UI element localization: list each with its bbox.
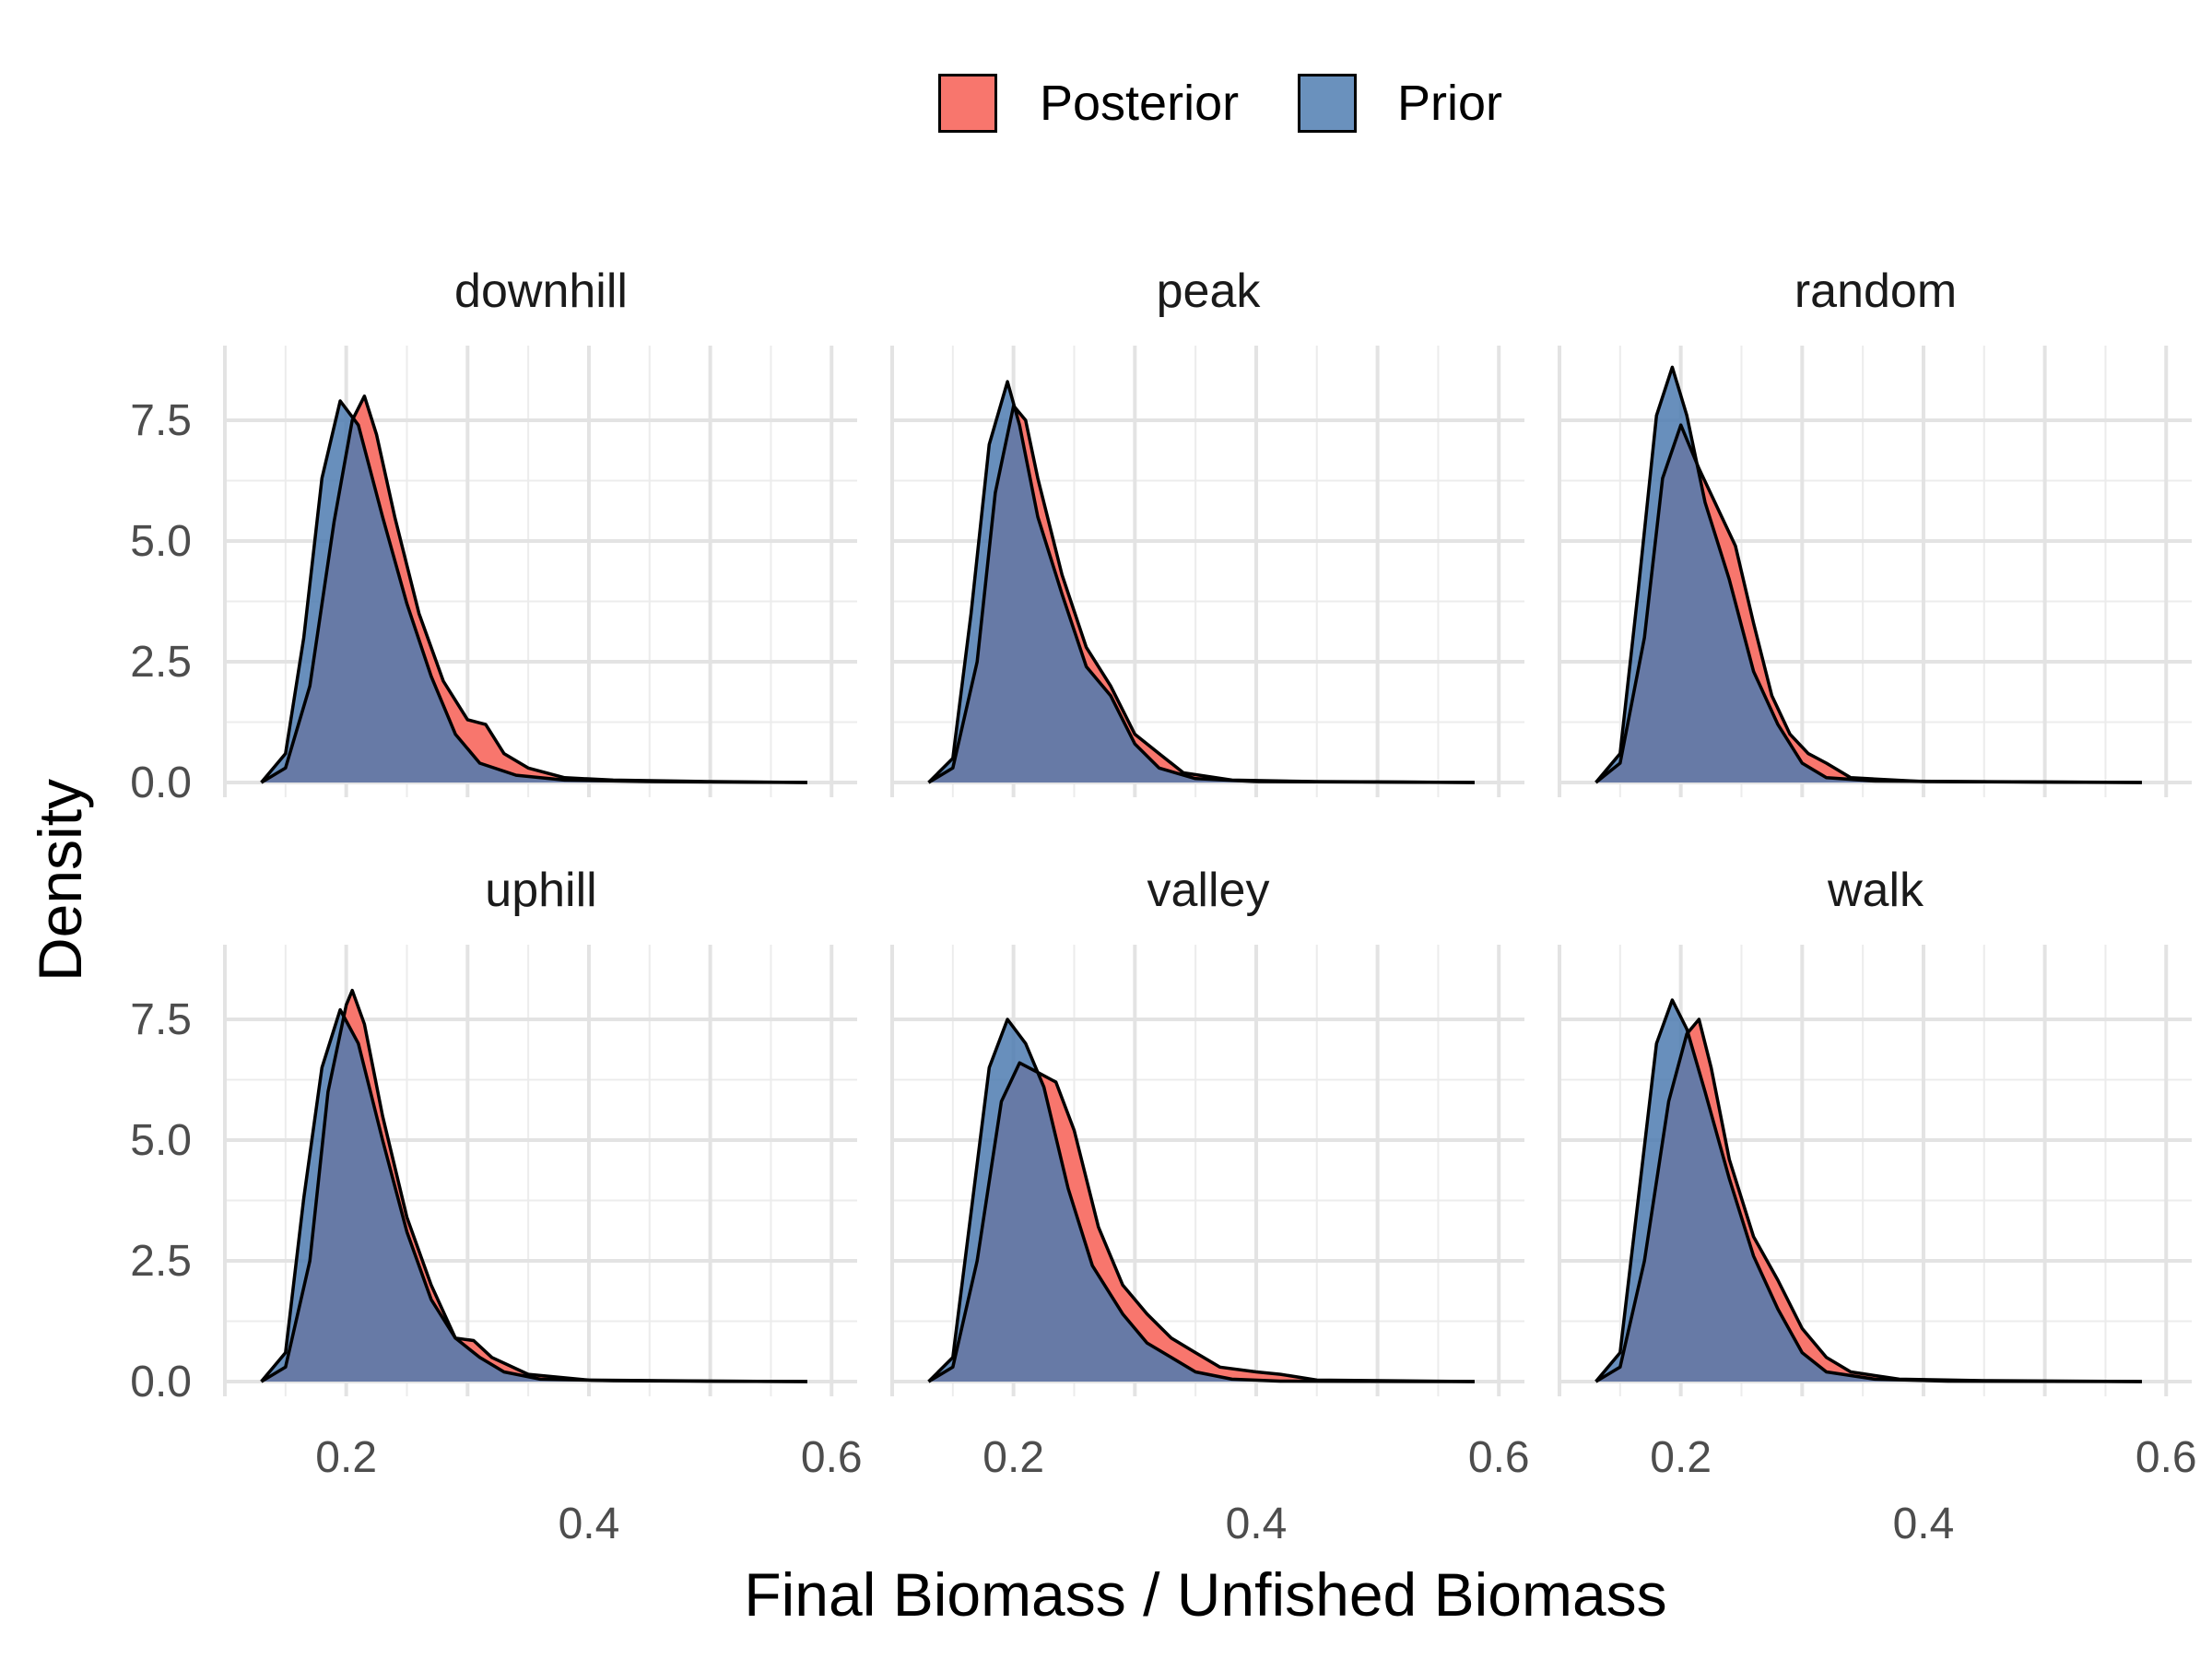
prior-density-area <box>261 1009 807 1382</box>
facet-panel-downhill: downhill 0.0 2.5 5.0 7.5 <box>130 265 857 807</box>
facet-panel-random: random <box>1558 265 2192 797</box>
posterior-density-line <box>1594 423 2142 784</box>
x-tick-label: 0.4 <box>1226 1500 1288 1548</box>
y-tick-label: 7.5 <box>130 995 192 1044</box>
y-tick-label: 2.5 <box>130 638 192 687</box>
prior-density-area <box>928 1019 1475 1382</box>
x-tick-label: 0.4 <box>559 1500 620 1548</box>
y-tick-label: 0.0 <box>130 1358 192 1406</box>
posterior-density-line <box>260 394 807 784</box>
y-tick-label: 0.0 <box>130 759 192 807</box>
legend-posterior-key <box>938 74 997 133</box>
y-tick-label: 5.0 <box>130 517 192 566</box>
prior-density-line <box>260 399 807 784</box>
x-tick-label: 0.4 <box>1893 1500 1955 1548</box>
facet-title-random: random <box>1794 265 1957 318</box>
prior-density-area <box>928 382 1475 782</box>
facet-title-walk: walk <box>1827 864 1924 917</box>
facet-panel-uphill: uphill 0.0 2.5 5.0 7.5 0.2 0.4 0.6 <box>130 864 862 1548</box>
x-tick-label: 0.6 <box>1468 1433 1530 1482</box>
posterior-density-line <box>927 1061 1475 1383</box>
posterior-density-line <box>260 988 807 1383</box>
prior-density-line <box>260 1007 807 1383</box>
y-tick-label: 2.5 <box>130 1237 192 1286</box>
legend-prior-label: Prior <box>1397 76 1503 131</box>
facet-panel-walk: walk 0.2 0.4 0.6 <box>1558 864 2197 1548</box>
x-tick-label: 0.2 <box>315 1433 377 1482</box>
prior-density-area <box>261 401 807 782</box>
prior-density-line <box>927 1018 1475 1383</box>
x-tick-label: 0.6 <box>2136 1433 2197 1482</box>
facet-title-uphill: uphill <box>485 864 596 917</box>
facet-panel-valley: valley 0.2 0.4 0.6 <box>890 864 1530 1548</box>
legend-prior-key <box>1298 74 1357 133</box>
x-tick-label: 0.2 <box>1650 1433 1712 1482</box>
x-axis-title: Final Biomass / Unfished Biomass <box>744 1560 1666 1629</box>
y-tick-label: 5.0 <box>130 1116 192 1165</box>
posterior-density-line <box>1594 1018 2142 1383</box>
prior-density-area <box>1595 367 2142 782</box>
x-tick-label: 0.2 <box>982 1433 1044 1482</box>
facet-title-peak: peak <box>1157 265 1262 318</box>
posterior-density-line <box>927 404 1475 784</box>
facet-panel-peak: peak <box>890 265 1524 797</box>
prior-density-line <box>1594 998 2142 1383</box>
prior-density-line <box>927 380 1475 784</box>
y-axis-title: Density <box>26 779 94 982</box>
facet-title-valley: valley <box>1147 864 1270 917</box>
prior-density-area <box>1595 1000 2142 1382</box>
prior-density-line <box>1594 365 2142 784</box>
x-tick-label: 0.6 <box>801 1433 863 1482</box>
y-tick-label: 7.5 <box>130 396 192 445</box>
legend-posterior-label: Posterior <box>1040 76 1240 131</box>
facet-title-downhill: downhill <box>454 265 628 318</box>
